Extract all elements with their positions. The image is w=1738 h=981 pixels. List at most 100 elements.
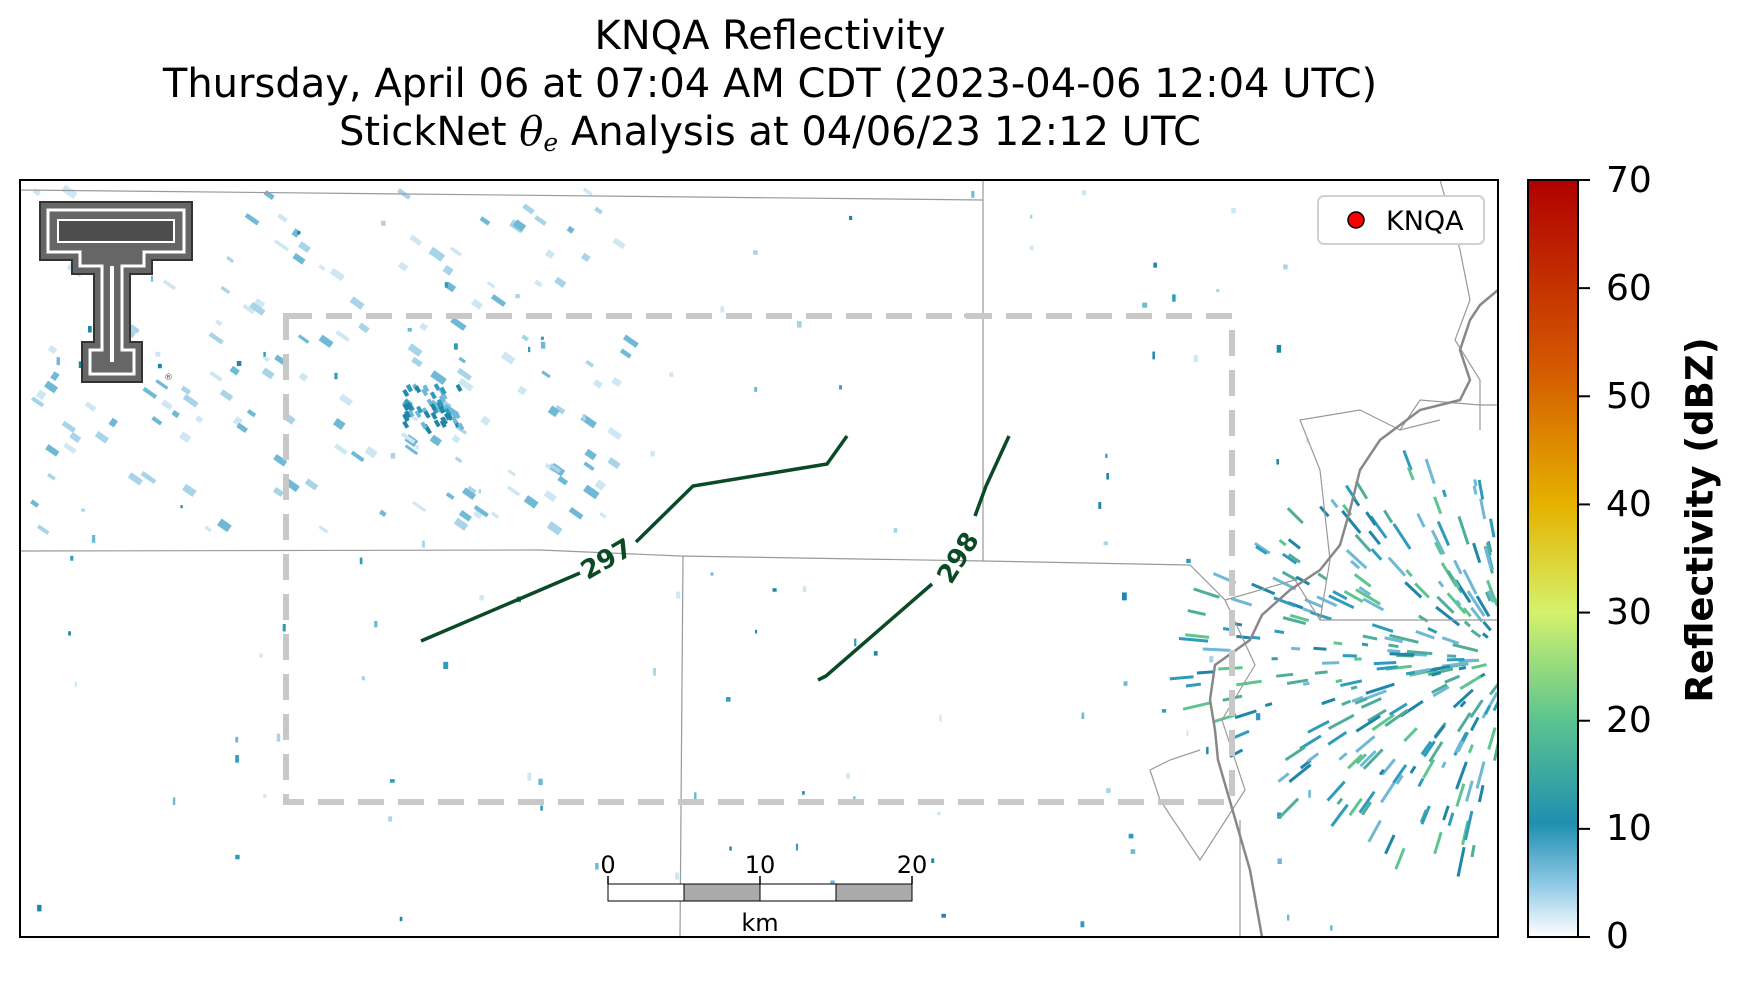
echo-pixel: [244, 213, 260, 226]
echo-pixel: [129, 324, 140, 334]
echo-pixel: [515, 294, 520, 299]
echo-pixel: [1371, 713, 1395, 732]
legend-label: KNQA: [1386, 206, 1464, 237]
echo-pixel: [1286, 678, 1309, 685]
echo-pixel: [720, 306, 725, 313]
echo-pixel: [1395, 774, 1404, 785]
echo-pixel: [479, 595, 484, 601]
echo-pixel: [1345, 548, 1368, 570]
echo-pixel: [541, 370, 551, 379]
echo-pixel: [1142, 302, 1148, 308]
echo-pixel: [108, 417, 118, 428]
echo-pixel: [1446, 592, 1467, 615]
echo-pixel: [1506, 615, 1518, 638]
echo-pixel: [261, 367, 275, 380]
echo-pixel: [1360, 697, 1382, 709]
echo-pixel: [1329, 925, 1333, 931]
echo-pixel: [517, 385, 527, 396]
echo-pixel: [450, 316, 467, 331]
echo-pixel: [491, 511, 500, 519]
echo-pixel: [534, 279, 543, 288]
echo-pixel: [415, 445, 419, 450]
echo-pixel: [1353, 498, 1361, 507]
echo-pixel: [1470, 844, 1476, 858]
echo-pixel: [235, 854, 240, 860]
echo-pixel: [538, 778, 543, 786]
echo-pixel: [1082, 190, 1087, 196]
echo-pixel: [1185, 633, 1210, 639]
echo-pixel: [1169, 675, 1194, 681]
echo-pixel: [412, 500, 427, 513]
echo-pixel: [1277, 858, 1282, 865]
echo-pixel: [873, 651, 878, 656]
echo-pixel: [249, 301, 266, 316]
echo-pixel: [235, 736, 239, 743]
echo-pixel: [1350, 559, 1361, 570]
colorbar-tick-60: 60: [1606, 268, 1652, 309]
echo-pixel: [473, 504, 489, 518]
echo-pixel: [262, 355, 270, 362]
echo-pixel: [1470, 629, 1482, 638]
echo-pixel: [1233, 729, 1250, 740]
echo-pixel: [335, 330, 350, 342]
echo-pixel: [127, 472, 143, 486]
echo-pixel: [217, 518, 232, 533]
echo-pixel: [334, 443, 348, 456]
echo-pixel: [1458, 665, 1467, 671]
echo-pixel: [472, 509, 484, 520]
echo-pixel: [1475, 761, 1486, 789]
echo-pixel: [236, 360, 242, 367]
echo-pixel: [78, 361, 83, 369]
echo-pixel: [195, 415, 204, 424]
echo-pixel: [1441, 489, 1447, 498]
echo-pixel: [157, 363, 162, 369]
echo-pixel: [332, 417, 346, 430]
echo-pixel: [1389, 633, 1419, 644]
echo-pixel: [585, 360, 595, 368]
echo-pixel: [1463, 810, 1474, 841]
echo-pixel: [453, 411, 461, 420]
echo-pixel: [1388, 643, 1399, 649]
echo-pixel: [1380, 781, 1396, 804]
echo-pixel: [1453, 559, 1463, 575]
colorbar-tick-70: 70: [1606, 160, 1652, 201]
echo-pixel: [1326, 780, 1346, 802]
echo-pixel: [1106, 472, 1109, 480]
echo-pixel: [1437, 580, 1445, 588]
echo-pixel: [74, 681, 77, 688]
echo-pixel: [507, 469, 517, 477]
echo-pixel: [1392, 764, 1408, 784]
echo-pixel: [1202, 647, 1231, 652]
echo-pixel: [527, 772, 532, 781]
echo-pixel: [1304, 598, 1323, 609]
echo-pixel: [622, 334, 639, 348]
echo-pixel: [1362, 634, 1378, 641]
echo-pixel: [1347, 753, 1364, 770]
echo-pixel: [1355, 735, 1376, 753]
echo-pixel: [1281, 552, 1298, 565]
scale-tick-0: 0: [600, 851, 615, 879]
echo-pixel: [1342, 654, 1357, 658]
echo-pixel: [594, 206, 603, 215]
echo-pixel: [374, 620, 378, 628]
echo-pixel: [1434, 541, 1443, 556]
colorbar-tick-20: 20: [1606, 700, 1652, 741]
echo-pixel: [414, 385, 422, 394]
echo-pixel: [584, 448, 597, 461]
echo-pixel: [650, 451, 655, 457]
echo-pixel: [669, 372, 674, 377]
map-background: [20, 180, 1498, 937]
echo-pixel: [1373, 660, 1397, 666]
echo-pixel: [1452, 688, 1474, 709]
echo-pixel: [1473, 479, 1478, 487]
echo-pixel: [1404, 581, 1423, 599]
echo-pixel: [1463, 620, 1471, 628]
echo-pixel: [527, 346, 531, 353]
echo-pixel: [1368, 530, 1381, 546]
echo-pixel: [1178, 637, 1209, 643]
echo-pixel: [318, 525, 329, 534]
echo-pixel: [1479, 498, 1487, 520]
echo-pixel: [554, 404, 566, 415]
echo-pixel: [292, 252, 306, 265]
echo-pixel: [405, 402, 413, 411]
